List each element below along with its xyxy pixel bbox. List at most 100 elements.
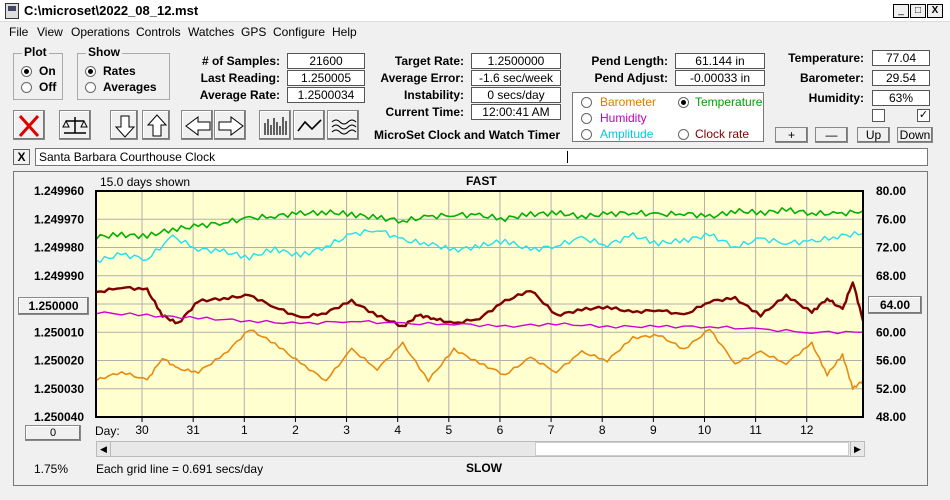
menu-operations[interactable]: Operations	[71, 25, 130, 39]
current-time-label: Current Time:	[385, 105, 464, 119]
x-tick-label: 9	[650, 423, 657, 437]
current-time-value: 12:00:41 AM	[471, 104, 561, 120]
samples-label: # of Samples:	[201, 54, 280, 68]
humidity-label: Humidity:	[808, 91, 864, 105]
sensor-amplitude-radio[interactable]	[581, 129, 592, 140]
app-icon[interactable]	[5, 3, 19, 19]
x-tick-label: 2	[292, 423, 299, 437]
menu-watches[interactable]: Watches	[188, 25, 235, 39]
x-tick-label: 3	[343, 423, 350, 437]
wave-graph-button[interactable]	[327, 110, 359, 140]
instability-value: 0 secs/day	[471, 87, 561, 103]
window-title: C:\microset\2022_08_12.mst	[24, 3, 199, 18]
scroll-left-icon[interactable]: ◀	[97, 442, 111, 456]
arrow-right-button[interactable]	[214, 110, 246, 140]
y-left-tick-label: 1.250030	[34, 382, 84, 396]
title-bar: C:\microset\2022_08_12.mst _ □ X	[0, 0, 950, 22]
scrollbar-thumb[interactable]	[535, 442, 849, 456]
x-tick-label: 1	[241, 423, 248, 437]
plot-on-label: On	[39, 64, 56, 78]
env-checkbox-2[interactable]: ✓	[917, 109, 930, 122]
scale-down-button[interactable]: Down	[897, 127, 933, 143]
chart-title-fast: FAST	[466, 174, 497, 188]
grid-note: Each grid line = 0.691 secs/day	[96, 462, 264, 476]
pend-length-label: Pend Length:	[591, 54, 668, 68]
x-tick-label: 7	[548, 423, 555, 437]
y-left-tick-label: 1.249990	[34, 269, 84, 283]
horizontal-scrollbar[interactable]: ◀ ▶	[96, 441, 865, 457]
y-right-tick-label: 60.00	[876, 325, 906, 339]
cancel-button[interactable]	[13, 110, 45, 140]
days-shown-label: 15.0 days shown	[100, 175, 191, 189]
scale-up-button[interactable]: Up	[857, 127, 890, 143]
arrow-left-button[interactable]	[181, 110, 213, 140]
plot-on-radio[interactable]	[21, 66, 32, 77]
x-tick-label: 6	[497, 423, 504, 437]
last-reading-value: 1.250005	[287, 70, 365, 86]
series-line-amplitude	[95, 229, 864, 264]
chart-title-slow: SLOW	[466, 461, 502, 475]
right-center-button[interactable]: 64.00	[868, 296, 922, 314]
y-right-tick-label: 80.00	[876, 184, 906, 198]
menu-configure[interactable]: Configure	[273, 25, 326, 39]
cancel-icon	[18, 114, 40, 138]
bottom-left-button[interactable]: 0	[25, 425, 81, 441]
bar-graph-icon	[264, 117, 287, 135]
sensor-temperature-label: Temperature	[695, 95, 763, 109]
x-axis-label: Day:	[95, 424, 120, 438]
series-line-humidity	[95, 311, 864, 335]
y-right-tick-label: 68.00	[876, 269, 906, 283]
show-group-label: Show	[86, 45, 122, 59]
menu-help[interactable]: Help	[332, 25, 357, 39]
scale-icon	[62, 117, 88, 134]
close-button[interactable]: X	[927, 4, 943, 18]
plot-off-label: Off	[39, 80, 57, 94]
wave-graph-icon	[331, 119, 357, 135]
x-tick-label: 31	[186, 423, 200, 437]
menu-file[interactable]: File	[9, 25, 29, 39]
maximize-button[interactable]: □	[910, 4, 926, 18]
menu-gps[interactable]: GPS	[241, 25, 267, 39]
x-tick-label: 5	[445, 423, 452, 437]
arrow-up-icon	[146, 114, 168, 137]
plot-off-radio[interactable]	[21, 82, 32, 93]
line-graph-icon	[297, 119, 322, 132]
average-error-label: Average Error:	[380, 71, 464, 85]
x-tick-label: 30	[135, 423, 149, 437]
sensor-amplitude-label: Amplitude	[600, 127, 654, 141]
y-right-tick-label: 76.00	[876, 212, 906, 226]
sensor-humidity-radio[interactable]	[581, 113, 592, 124]
samples-value: 21600	[287, 53, 365, 69]
sensor-clockrate-radio[interactable]	[678, 129, 689, 140]
show-averages-radio[interactable]	[85, 82, 96, 93]
menu-view[interactable]: View	[37, 25, 63, 39]
arrow-down-button[interactable]	[110, 110, 138, 140]
y-left-tick-label: 1.250040	[34, 410, 84, 424]
clock-name-input[interactable]: Santa Barbara Courthouse Clock	[35, 148, 928, 166]
app-caption: MicroSet Clock and Watch Timer	[374, 128, 561, 142]
scale-plus-button[interactable]: +	[775, 127, 808, 143]
minimize-button[interactable]: _	[893, 4, 909, 18]
sensor-barometer-radio[interactable]	[581, 97, 592, 108]
temperature-label: Temperature:	[788, 51, 864, 65]
arrow-right-icon	[218, 116, 244, 136]
temperature-value: 77.04	[872, 50, 930, 66]
clock-name-close-button[interactable]: X	[13, 149, 30, 165]
scroll-right-icon[interactable]: ▶	[850, 442, 864, 456]
arrow-up-button[interactable]	[142, 110, 170, 140]
scale-button[interactable]	[59, 110, 91, 140]
show-rates-radio[interactable]	[85, 66, 96, 77]
target-rate-value[interactable]: 1.2500000	[471, 53, 561, 69]
menu-controls[interactable]: Controls	[136, 25, 181, 39]
bar-graph-button[interactable]	[259, 110, 291, 140]
arrow-left-icon	[185, 116, 211, 136]
left-center-button[interactable]: 1.250000	[18, 297, 89, 315]
scale-minus-button[interactable]: —	[815, 127, 848, 143]
barometer-value: 29.54	[872, 70, 930, 86]
pend-length-value[interactable]: 61.144 in	[675, 53, 765, 69]
y-right-tick-label: 56.00	[876, 354, 906, 368]
line-graph-button[interactable]	[293, 110, 325, 140]
sensor-temperature-radio[interactable]	[678, 97, 689, 108]
env-checkbox-1[interactable]	[872, 109, 885, 122]
